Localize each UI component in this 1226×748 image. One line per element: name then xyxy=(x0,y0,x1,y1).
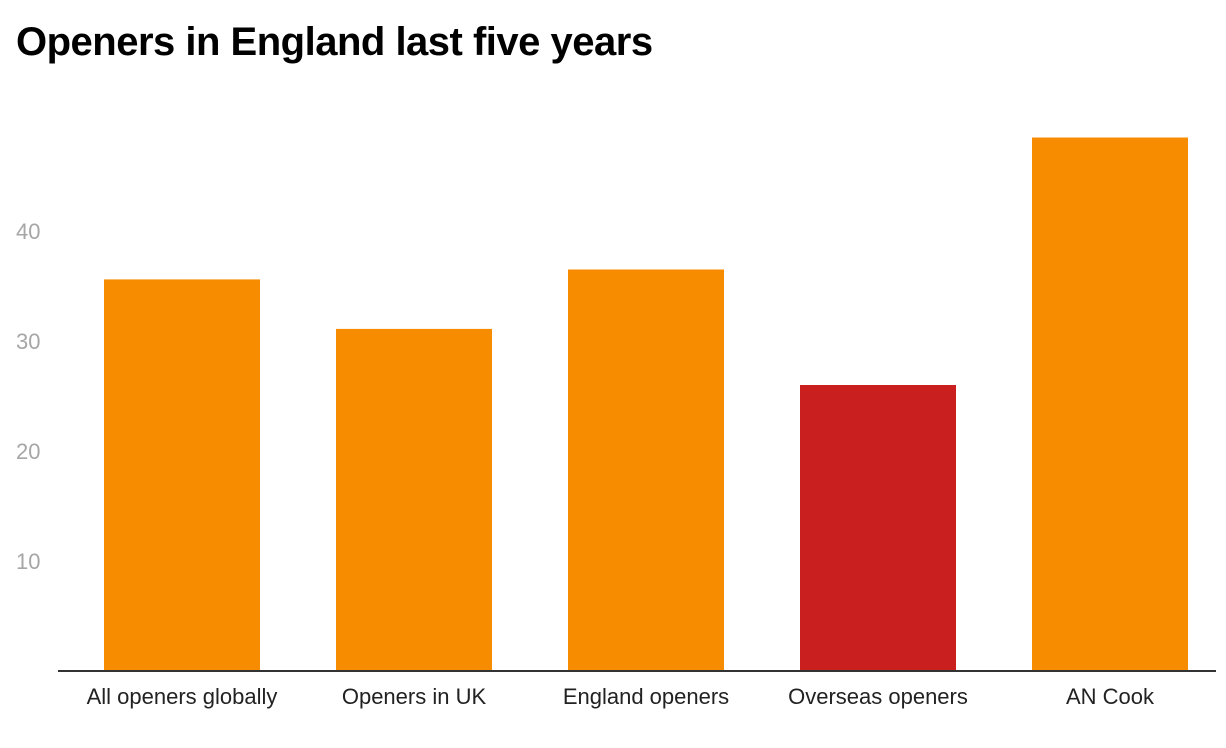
bar-england-openers xyxy=(568,269,724,671)
x-axis-labels: All openers globally Openers in UK England… xyxy=(87,684,1155,709)
bar-all-openers-globally xyxy=(104,279,260,671)
bars xyxy=(104,137,1188,671)
bar-an-cook xyxy=(1032,137,1188,671)
y-axis-ticks: 10 20 30 40 xyxy=(16,219,40,574)
x-category-label: Overseas openers xyxy=(788,684,968,709)
x-category-label: Openers in UK xyxy=(342,684,487,709)
bar-openers-in-uk xyxy=(336,328,492,671)
y-tick-label: 20 xyxy=(16,439,40,464)
chart-title: Openers in England last five years xyxy=(16,20,653,64)
x-category-label: AN Cook xyxy=(1066,684,1155,709)
y-tick-label: 30 xyxy=(16,329,40,354)
y-tick-label: 10 xyxy=(16,549,40,574)
y-tick-label: 40 xyxy=(16,219,40,244)
x-category-label: England openers xyxy=(563,684,729,709)
bar-overseas-openers xyxy=(800,385,956,671)
x-category-label: All openers globally xyxy=(87,684,278,709)
